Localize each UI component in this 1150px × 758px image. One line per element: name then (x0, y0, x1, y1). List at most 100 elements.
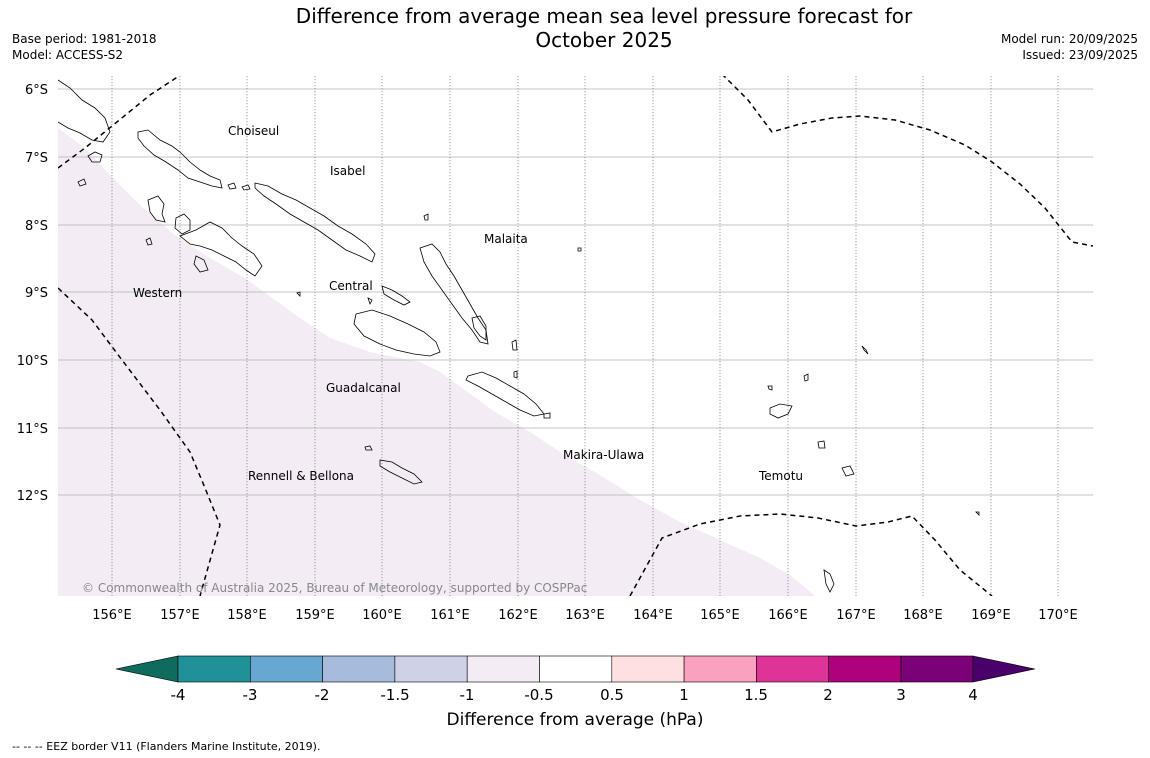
rennell-island (379, 459, 423, 485)
rendova-island (193, 255, 209, 273)
small-island (803, 373, 809, 382)
issued-text: Issued: 23/09/2025 (1022, 48, 1138, 62)
isabel-island (254, 182, 376, 263)
lat-label: 7°S (25, 151, 48, 166)
title-line-2: October 2025 (535, 28, 673, 52)
region-label-malaita: Malaita (484, 232, 528, 246)
colorbar-swatch (466, 655, 540, 683)
small-island (841, 465, 855, 477)
small-island (367, 297, 373, 306)
eez-border-line (722, 76, 1093, 247)
lon-label: 165°E (700, 608, 740, 623)
colorbar-tick: 1.5 (744, 686, 768, 704)
region-label-rennell-bellona: Rennell & Bellona (248, 469, 354, 483)
small-island (577, 247, 582, 252)
model-run-text: Model run: 20/09/2025 (1000, 32, 1138, 46)
region-label-isabel: Isabel (330, 164, 365, 178)
colorbar-tick: 0.5 (600, 686, 624, 704)
region-label-makira-ulawa: Makira-Ulawa (563, 448, 644, 462)
small-island (241, 184, 251, 191)
vella-lavella-island (147, 195, 166, 223)
meta-left: Base period: 1981-2018 Model: ACCESS-S2 (12, 31, 157, 63)
small-island (227, 182, 237, 190)
colorbar-swatch (539, 655, 613, 683)
lon-label: 163°E (565, 608, 605, 623)
lat-label: 11°S (17, 422, 48, 437)
small-malaita-island (471, 315, 487, 341)
eez-borders (58, 76, 1093, 596)
bougainville-island (58, 79, 111, 143)
small-island (975, 511, 980, 516)
eez-border-line (58, 287, 221, 596)
lon-label: 162°E (498, 608, 538, 623)
lat-label: 8°S (25, 219, 48, 234)
colorbar-label: Difference from average (hPa) (447, 710, 704, 730)
colorbar-tick: -3 (243, 686, 258, 704)
latitude-labels: 6°S 7°S 8°S 9°S 10°S 11°S 12°S (17, 83, 48, 504)
eez-footnote: -- -- -- EEZ border V11 (Flanders Marine… (12, 740, 321, 753)
colorbar-swatch (250, 655, 323, 683)
region-labels: Choiseul Isabel Malaita Western Central … (133, 124, 803, 483)
small-island (543, 412, 551, 419)
new-georgia-island (179, 221, 263, 277)
nggela-island (381, 285, 411, 306)
small-island (87, 151, 103, 163)
longitude-labels: 156°E 157°E 158°E 159°E 160°E 161°E 162°… (92, 608, 1078, 623)
small-island (823, 569, 835, 593)
colorbar-extend-low (115, 655, 179, 683)
small-island (861, 345, 869, 355)
lat-label: 12°S (17, 489, 48, 504)
copyright-text: © Commonwealth of Australia 2025, Bureau… (82, 581, 587, 595)
colorbar-ticks: -4 -3 -2 -1.5 -1 -0.5 0.5 1 1.5 2 3 4 (171, 686, 978, 704)
lon-label: 167°E (836, 608, 876, 623)
colorbar-tick: -1.5 (380, 686, 409, 704)
lon-label: 156°E (92, 608, 132, 623)
lon-label: 164°E (633, 608, 673, 623)
lon-label: 158°E (227, 608, 267, 623)
colorbar-swatch (177, 655, 251, 683)
chart-title: Difference from average mean sea level p… (0, 4, 1150, 52)
title-line-1: Difference from average mean sea level p… (295, 4, 913, 28)
colorbar-tick: 4 (968, 686, 978, 704)
meta-right: Model run: 20/09/2025 Issued: 23/09/2025 (1001, 31, 1138, 63)
small-island (767, 385, 773, 391)
small-island (145, 237, 153, 246)
colorbar-swatch (900, 655, 974, 683)
colorbar-swatch (683, 655, 757, 683)
guadalcanal-island (353, 309, 441, 357)
colorbar-tick: -1 (460, 686, 475, 704)
lat-label: 9°S (25, 286, 48, 301)
map-area: © Commonwealth of Australia 2025, Bureau… (58, 76, 1093, 596)
malaita-island (419, 243, 489, 345)
lat-label: 10°S (17, 354, 48, 369)
small-island (817, 440, 826, 449)
eez-border-line (629, 513, 993, 596)
choiseul-island (137, 129, 223, 189)
small-island (423, 213, 429, 221)
colorbar-extend-high (972, 655, 1036, 683)
lon-label: 159°E (295, 608, 335, 623)
island-outlines (58, 79, 980, 593)
makira-island (465, 371, 545, 417)
santa-cruz-island (769, 403, 793, 419)
colorbar-swatch (394, 655, 468, 683)
lon-label: 166°E (768, 608, 808, 623)
lon-label: 169°E (971, 608, 1011, 623)
lon-label: 170°E (1038, 608, 1078, 623)
colorbar-tick: 1 (679, 686, 689, 704)
colorbar-tick: 3 (896, 686, 906, 704)
base-period-text: Base period: 1981-2018 (12, 32, 157, 46)
colorbar-swatch (828, 655, 902, 683)
region-label-western: Western (133, 286, 182, 300)
lon-label: 160°E (362, 608, 402, 623)
colorbar-tick: 2 (823, 686, 833, 704)
colorbar-tick: -2 (315, 686, 330, 704)
latitude-gridlines (58, 88, 1093, 496)
model-text: Model: ACCESS-S2 (12, 48, 124, 62)
region-label-choiseul: Choiseul (228, 124, 279, 138)
small-island (77, 178, 87, 187)
anomaly-shaded-region (58, 128, 815, 596)
colorbar-swatch (322, 655, 396, 683)
lon-label: 157°E (160, 608, 200, 623)
